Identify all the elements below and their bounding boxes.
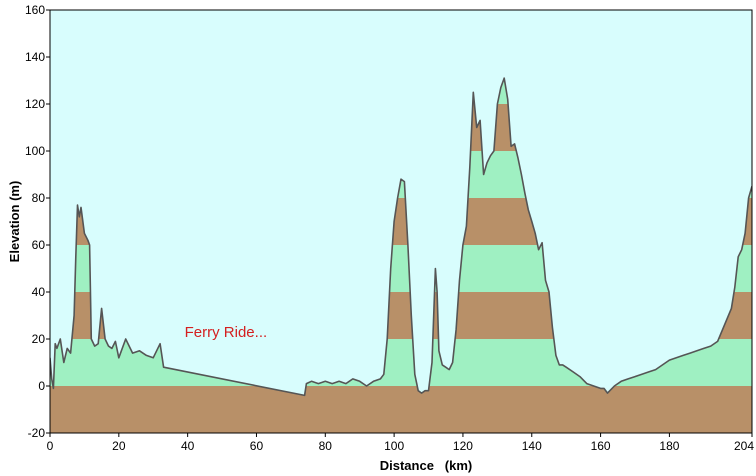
y-tick-label: 40 bbox=[32, 285, 46, 299]
x-axis-title: Distance (km) bbox=[380, 458, 472, 473]
x-tick-label: 180 bbox=[659, 439, 679, 453]
elevation-profile-line bbox=[50, 77, 752, 397]
x-tick-label: 80 bbox=[319, 439, 333, 453]
ferry-ride-annotation: Ferry Ride... bbox=[185, 324, 268, 341]
x-tick-label: 140 bbox=[522, 439, 542, 453]
y-tick-label: -20 bbox=[28, 426, 46, 440]
x-tick-label: 204 bbox=[734, 439, 754, 453]
x-tick-label: 40 bbox=[181, 439, 195, 453]
elevation-band bbox=[50, 386, 752, 433]
y-tick-label: 140 bbox=[25, 50, 45, 64]
x-axis: 0 20 40 60 80 100 120 140 160 180 204 bbox=[47, 433, 754, 453]
y-tick-label: 60 bbox=[32, 238, 46, 252]
y-tick-label: 0 bbox=[38, 379, 45, 393]
plot-frame bbox=[49, 9, 753, 434]
y-tick-label: 160 bbox=[25, 3, 45, 17]
x-tick-label: 100 bbox=[384, 439, 404, 453]
y-tick-label: 100 bbox=[25, 144, 45, 158]
profile-layer bbox=[50, 77, 752, 397]
x-tick-label: 120 bbox=[453, 439, 473, 453]
y-axis: -20 0 20 40 60 80 100 120 140 160 bbox=[25, 3, 50, 440]
y-tick-label: 80 bbox=[32, 191, 46, 205]
x-tick-label: 160 bbox=[591, 439, 611, 453]
x-tick-label: 20 bbox=[112, 439, 126, 453]
y-tick-label: 120 bbox=[25, 97, 45, 111]
y-tick-label: 20 bbox=[32, 332, 46, 346]
y-axis-title: Elevation (m) bbox=[7, 181, 22, 263]
x-tick-label: 0 bbox=[47, 439, 54, 453]
x-tick-label: 60 bbox=[250, 439, 264, 453]
